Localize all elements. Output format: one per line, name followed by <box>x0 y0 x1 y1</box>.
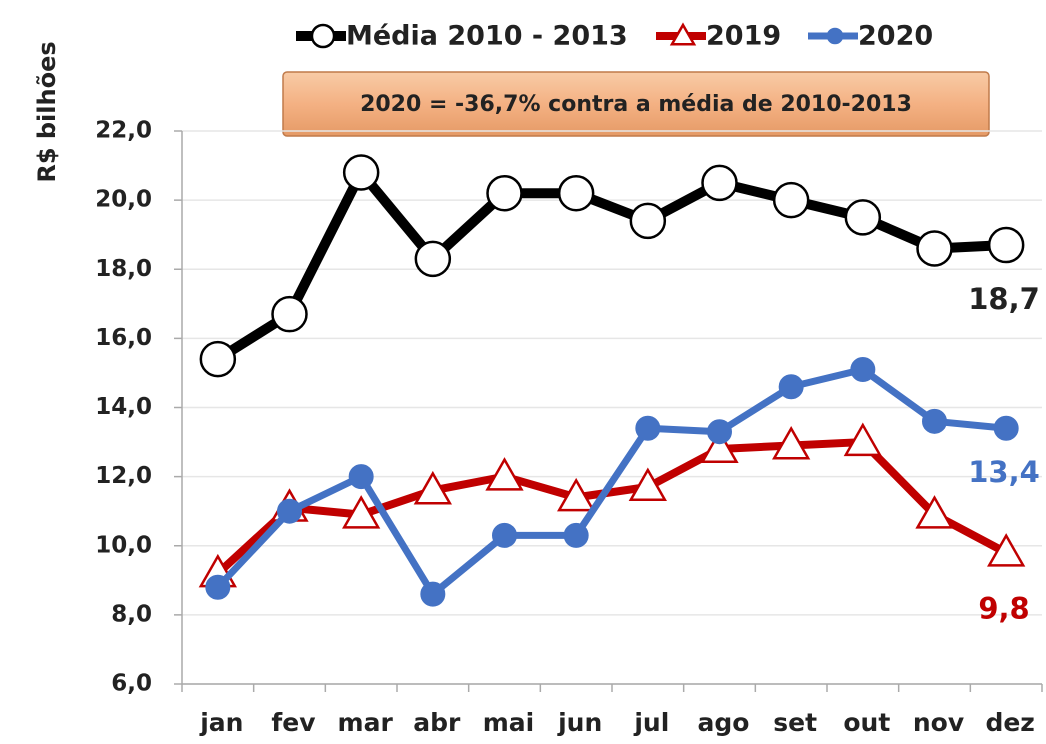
annotation: 2020 = -36,7% contra a média de 2010-201… <box>360 92 912 117</box>
legend-marker <box>826 27 844 45</box>
y-tick-label: 10,0 <box>95 532 152 558</box>
point <box>993 415 1019 441</box>
point <box>199 340 237 378</box>
point <box>707 419 732 445</box>
data-label: 9,8 <box>978 592 1029 626</box>
x-tick-label: out <box>843 708 890 737</box>
point <box>778 374 804 400</box>
series-line <box>215 438 1009 577</box>
x-tick-label: mar <box>338 708 394 737</box>
point <box>420 581 446 607</box>
x-tick-label: jul <box>633 708 669 737</box>
point <box>844 199 882 236</box>
point <box>557 477 596 512</box>
y-tick-label: 16,0 <box>95 325 152 351</box>
x-tick-label: set <box>773 708 817 737</box>
y-tick-label: 12,0 <box>95 463 152 489</box>
x-tick-label: mai <box>483 708 535 737</box>
x-tick-label: ago <box>698 708 750 737</box>
point <box>413 470 452 505</box>
point <box>486 174 523 212</box>
point <box>772 181 810 219</box>
point <box>557 174 595 212</box>
x-tick-label: dez <box>985 708 1034 737</box>
point <box>916 230 953 267</box>
data-label: 13,4 <box>968 455 1040 489</box>
point <box>850 356 876 382</box>
y-tick-label: 18,0 <box>95 256 152 282</box>
legend-marker <box>310 23 336 49</box>
point <box>987 226 1025 264</box>
data-label: 18,7 <box>968 282 1040 316</box>
point <box>772 425 811 460</box>
point <box>492 522 517 548</box>
y-tick-label: 20,0 <box>95 187 152 213</box>
x-tick-label: jan <box>199 708 243 737</box>
point <box>628 467 667 501</box>
point <box>843 422 882 457</box>
point <box>414 240 452 278</box>
point <box>700 429 739 463</box>
point <box>342 154 380 191</box>
point <box>987 533 1026 567</box>
series-line <box>215 365 1007 598</box>
legend-label: Média 2010 - 2013 <box>346 21 628 52</box>
y-tick-label: 22,0 <box>95 118 152 144</box>
point <box>629 202 667 240</box>
point <box>271 295 308 333</box>
point <box>342 495 381 529</box>
y-axis-label: R$ bilhões <box>33 41 61 182</box>
point <box>922 408 947 434</box>
x-tick-label: jun <box>557 708 602 737</box>
annotation-box <box>282 71 990 137</box>
y-tick-label: 6,0 <box>111 671 152 697</box>
y-tick-label: 14,0 <box>95 394 152 420</box>
x-tick-label: fev <box>271 708 315 737</box>
point <box>635 415 661 441</box>
legend-marker <box>669 22 697 46</box>
x-tick-label: nov <box>913 708 964 737</box>
point <box>205 574 231 600</box>
point <box>563 522 589 548</box>
y-tick-label: 8,0 <box>111 601 152 627</box>
point <box>915 495 954 529</box>
point <box>485 457 524 491</box>
legend-label: 2020 <box>858 21 933 52</box>
point <box>701 164 738 202</box>
x-tick-label: abr <box>413 708 461 737</box>
point <box>348 464 374 490</box>
legend-label: 2019 <box>706 21 781 52</box>
point <box>277 498 302 524</box>
